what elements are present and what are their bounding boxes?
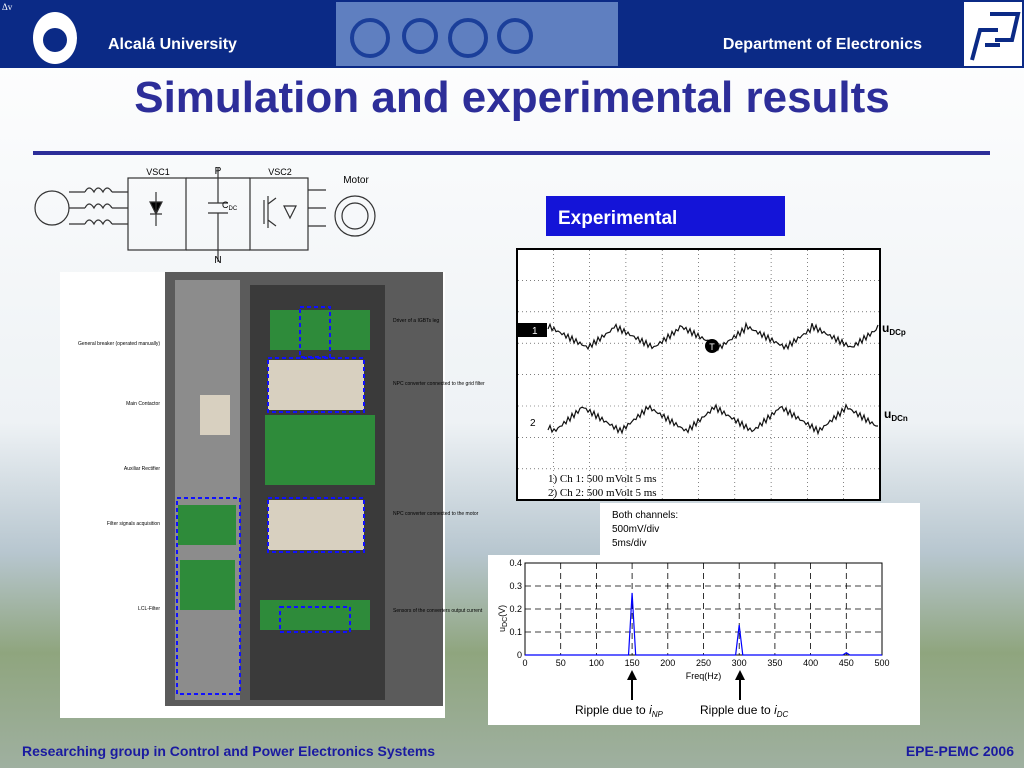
x-tick-label: 250 bbox=[696, 658, 711, 668]
spectrum-chart: 0 50 100 150 200 250 300 350 400 450 500 0 0.1 0.2 0.3… bbox=[497, 558, 890, 719]
y-tick-label: 0.1 bbox=[509, 627, 522, 637]
circuit-label: Motor bbox=[343, 175, 369, 186]
annotation-var: i bbox=[649, 703, 652, 717]
annotation-text: Ripple due to bbox=[700, 703, 774, 717]
photo-labels: General breaker (operated manually) Main … bbox=[78, 318, 485, 614]
scope-trace bbox=[547, 403, 878, 436]
y-label-unit: (V) bbox=[497, 605, 507, 617]
title-rule bbox=[33, 151, 990, 155]
badge bbox=[546, 196, 785, 236]
chart-bg bbox=[488, 555, 920, 725]
x-tick-label: 500 bbox=[874, 658, 889, 668]
annotation-text: Ripple due to bbox=[575, 703, 649, 717]
note-line: 500mV/div bbox=[612, 524, 659, 535]
y-tick-label: 0 bbox=[517, 650, 522, 660]
footer-right: EPE-PEMC 2006 bbox=[906, 743, 1014, 759]
x-tick-label: 0 bbox=[522, 658, 527, 668]
cabinet-rack bbox=[250, 285, 385, 700]
header-swirls bbox=[350, 18, 533, 58]
scope-grid bbox=[518, 250, 879, 499]
cap-sub: DC bbox=[229, 206, 238, 212]
trace-u: u bbox=[882, 321, 889, 335]
trace-sub: DCn bbox=[891, 414, 908, 423]
circuit-label: N bbox=[214, 255, 221, 266]
dept-logo bbox=[970, 12, 1021, 61]
ch2-marker: 2 bbox=[530, 418, 536, 429]
x-tick-label: 200 bbox=[660, 658, 675, 668]
header-image bbox=[336, 2, 618, 66]
photo-label: LCL-Filter bbox=[138, 606, 160, 612]
slide-title: Simulation and experimental results bbox=[134, 73, 890, 122]
trace-sub: DCp bbox=[889, 328, 906, 337]
y-axis-label: uDC(V) bbox=[497, 605, 509, 632]
trace-label: uDCp bbox=[882, 321, 906, 337]
x-tick-label: 400 bbox=[803, 658, 818, 668]
corner-text: Δv bbox=[2, 2, 13, 12]
photo-label: Main Contactor bbox=[126, 401, 160, 407]
x-tick-label: 450 bbox=[839, 658, 854, 668]
trigger-label: T bbox=[709, 342, 715, 352]
annotation: Ripple due to iDC bbox=[700, 703, 789, 719]
circuit-label: P bbox=[215, 166, 222, 177]
photo-label: Auxiliar Rectifier bbox=[124, 466, 160, 472]
x-tick-label: 50 bbox=[556, 658, 566, 668]
photo-label: General breaker (operated manually) bbox=[78, 341, 160, 347]
x-tick-label: 350 bbox=[767, 658, 782, 668]
header-right: Department of Electronics bbox=[723, 36, 922, 53]
spectrum-line bbox=[525, 592, 882, 656]
x-tick-label: 100 bbox=[589, 658, 604, 668]
photo-label: Driver of a IGBTs leg bbox=[393, 318, 439, 324]
photo-label: Sensors of the converters output current bbox=[393, 608, 483, 614]
ch1-marker-box bbox=[517, 323, 547, 337]
cabinet-door bbox=[175, 280, 240, 700]
x-axis-label: Freq(Hz) bbox=[686, 671, 722, 681]
x-tick-label: 300 bbox=[732, 658, 747, 668]
header-left: Alcalá University bbox=[108, 36, 237, 53]
y-tick-label: 0.2 bbox=[509, 604, 522, 614]
photo-label: NPC converter connected to the grid filt… bbox=[393, 381, 485, 387]
annotation-sub: NP bbox=[652, 710, 664, 719]
note-line: Both channels: bbox=[612, 510, 678, 521]
y-label-u: u bbox=[497, 627, 507, 632]
annotation-sub: DC bbox=[777, 710, 789, 719]
badge-text: Experimental bbox=[558, 208, 677, 229]
annotation: Ripple due to iNP bbox=[575, 703, 664, 719]
photo-label: NPC converter connected to the motor bbox=[393, 511, 479, 517]
y-tick-label: 0.3 bbox=[509, 581, 522, 591]
trigger-marker bbox=[705, 339, 719, 353]
photo-label: Filter signals acquisition bbox=[107, 521, 160, 527]
highlight-boxes bbox=[176, 306, 365, 695]
university-crest bbox=[33, 12, 77, 64]
boards bbox=[178, 310, 375, 630]
trace-u: u bbox=[884, 407, 891, 421]
scope-legend: 1) Ch 1: 500 mVolt 5 ms bbox=[548, 473, 657, 485]
scope-legend: 2) Ch 2: 500 mVolt 5 ms bbox=[548, 487, 657, 499]
cap-label: C bbox=[222, 200, 229, 210]
trace-label: uDCn bbox=[884, 407, 908, 423]
arrow-head bbox=[735, 670, 745, 680]
y-tick-label: 0.4 bbox=[509, 558, 522, 568]
circuit-label: VSC1 bbox=[146, 167, 170, 177]
circuit-diagram bbox=[34, 168, 376, 262]
note-box bbox=[600, 503, 920, 555]
note-line: 5ms/div bbox=[612, 538, 646, 549]
circuit-label: VSC2 bbox=[268, 167, 292, 177]
arrow-head bbox=[627, 670, 637, 680]
annotation-var: i bbox=[774, 703, 777, 717]
converter-blocks bbox=[200, 360, 364, 550]
x-tick-label: 150 bbox=[625, 658, 640, 668]
y-label-sub: DC bbox=[502, 617, 509, 627]
footer-left: Researching group in Control and Power E… bbox=[22, 743, 435, 759]
ch1-marker: 1 bbox=[532, 326, 538, 337]
circuit-label: CDC bbox=[222, 200, 238, 212]
